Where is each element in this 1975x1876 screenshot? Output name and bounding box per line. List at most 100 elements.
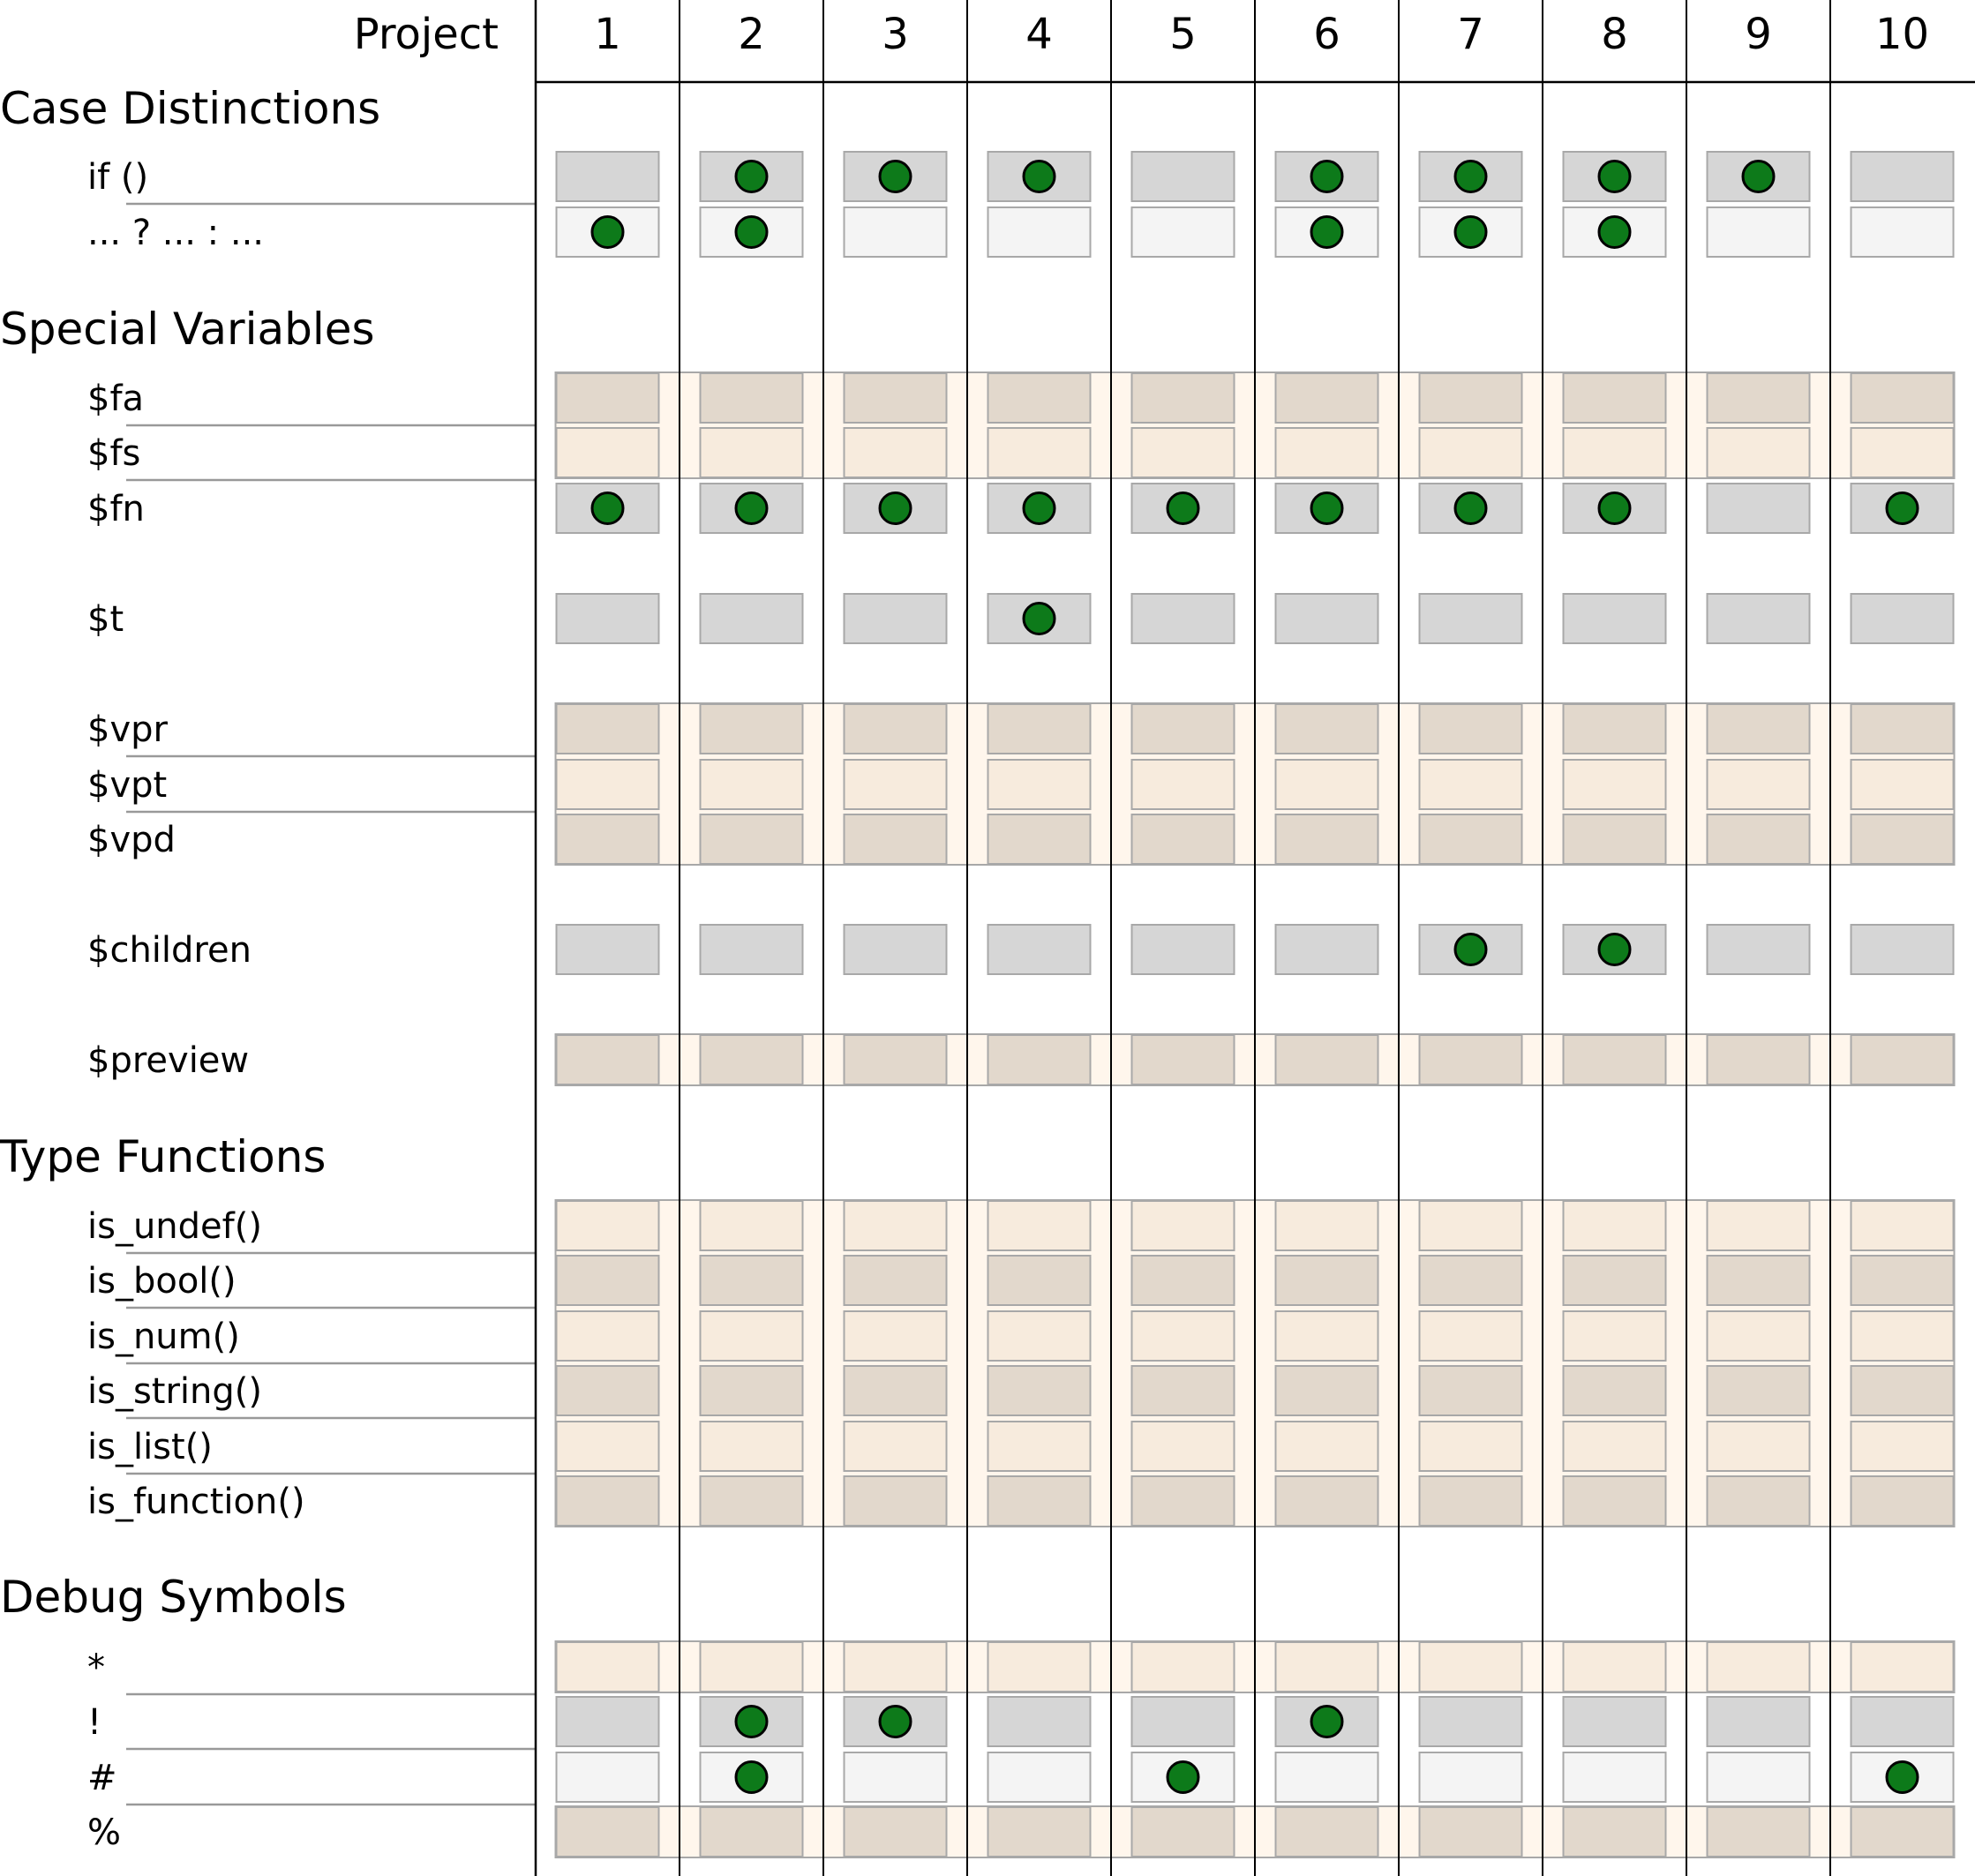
project-header-5: 5 [1169, 10, 1197, 59]
usage-dot [1310, 160, 1344, 193]
cell [1418, 427, 1523, 478]
row-label: $fs [87, 433, 140, 474]
usage-dot [1310, 1705, 1344, 1738]
cell [1850, 1200, 1955, 1251]
cell [1706, 427, 1811, 478]
cell [1418, 1475, 1523, 1527]
cell [555, 1696, 660, 1747]
cell [987, 1806, 1092, 1857]
cell [1274, 1365, 1379, 1416]
cell [699, 1421, 804, 1472]
cell [699, 814, 804, 865]
usage-dot [878, 1705, 912, 1738]
cell [987, 1475, 1092, 1527]
cell [699, 372, 804, 424]
cell [1562, 759, 1667, 810]
cell [1274, 814, 1379, 865]
usage-dot [1597, 933, 1632, 966]
row-label: $vpr [87, 709, 169, 750]
cell [1418, 814, 1523, 865]
cell [1130, 1365, 1235, 1416]
cell [1418, 593, 1523, 644]
cell [1706, 1421, 1811, 1472]
cell [1274, 427, 1379, 478]
cell [843, 703, 948, 754]
cell [843, 1034, 948, 1085]
usage-dot [734, 1760, 769, 1794]
cell [1850, 1696, 1955, 1747]
usage-dot [1741, 160, 1776, 193]
row-label: is_undef() [87, 1206, 262, 1247]
row-label: is_num() [87, 1317, 240, 1357]
cell [1850, 1641, 1955, 1692]
cell [699, 1641, 804, 1692]
cell [843, 1365, 948, 1416]
cell [1562, 703, 1667, 754]
cell [555, 814, 660, 865]
usage-dot [878, 492, 912, 525]
cell [1130, 759, 1235, 810]
cell [843, 1475, 948, 1527]
cell [1850, 814, 1955, 865]
cell [699, 1255, 804, 1306]
cell [1130, 814, 1235, 865]
usage-dot [734, 160, 769, 193]
cell [699, 593, 804, 644]
cell [1418, 1806, 1523, 1857]
cell [1274, 372, 1379, 424]
cell [1850, 1034, 1955, 1085]
cell [1274, 593, 1379, 644]
cell [1706, 1752, 1811, 1803]
cell [555, 1475, 660, 1527]
usage-dot [590, 492, 625, 525]
cell [1562, 1200, 1667, 1251]
usage-dot [1453, 492, 1488, 525]
cell [1706, 1200, 1811, 1251]
cell [699, 924, 804, 975]
row-label: $fn [87, 489, 145, 529]
row-label: is_list() [87, 1427, 213, 1467]
cell [1562, 593, 1667, 644]
usage-dot [1885, 492, 1919, 525]
cell [1130, 1421, 1235, 1472]
cell [843, 814, 948, 865]
row-label: $vpt [87, 765, 167, 806]
cell [1706, 924, 1811, 975]
row-label: $preview [87, 1040, 249, 1081]
project-header-1: 1 [594, 10, 621, 59]
project-header-9: 9 [1745, 10, 1772, 59]
project-header-6: 6 [1313, 10, 1340, 59]
cell [1418, 703, 1523, 754]
cell [555, 1806, 660, 1857]
cell [987, 759, 1092, 810]
usage-dot [734, 492, 769, 525]
cell [699, 1806, 804, 1857]
cell [987, 1421, 1092, 1472]
cell [843, 1641, 948, 1692]
usage-dot [1310, 215, 1344, 249]
cell [1418, 1200, 1523, 1251]
cell [1562, 1421, 1667, 1472]
cell [1130, 206, 1235, 258]
usage-dot [1022, 492, 1056, 525]
usage-dot [1885, 1760, 1919, 1794]
cell [1850, 206, 1955, 258]
row-label: $t [87, 599, 124, 640]
cell [1418, 1696, 1523, 1747]
cell [555, 1200, 660, 1251]
cell [987, 1200, 1092, 1251]
cell [1850, 427, 1955, 478]
cell [1850, 372, 1955, 424]
cell [555, 924, 660, 975]
cell [1850, 1421, 1955, 1472]
cell [1274, 1806, 1379, 1857]
cell [1706, 1365, 1811, 1416]
section-title: Debug Symbols [0, 1572, 347, 1623]
row-label: is_function() [87, 1482, 305, 1522]
cell [1562, 1034, 1667, 1085]
cell [987, 924, 1092, 975]
cell [987, 1310, 1092, 1362]
cell [1706, 703, 1811, 754]
cell [555, 1752, 660, 1803]
